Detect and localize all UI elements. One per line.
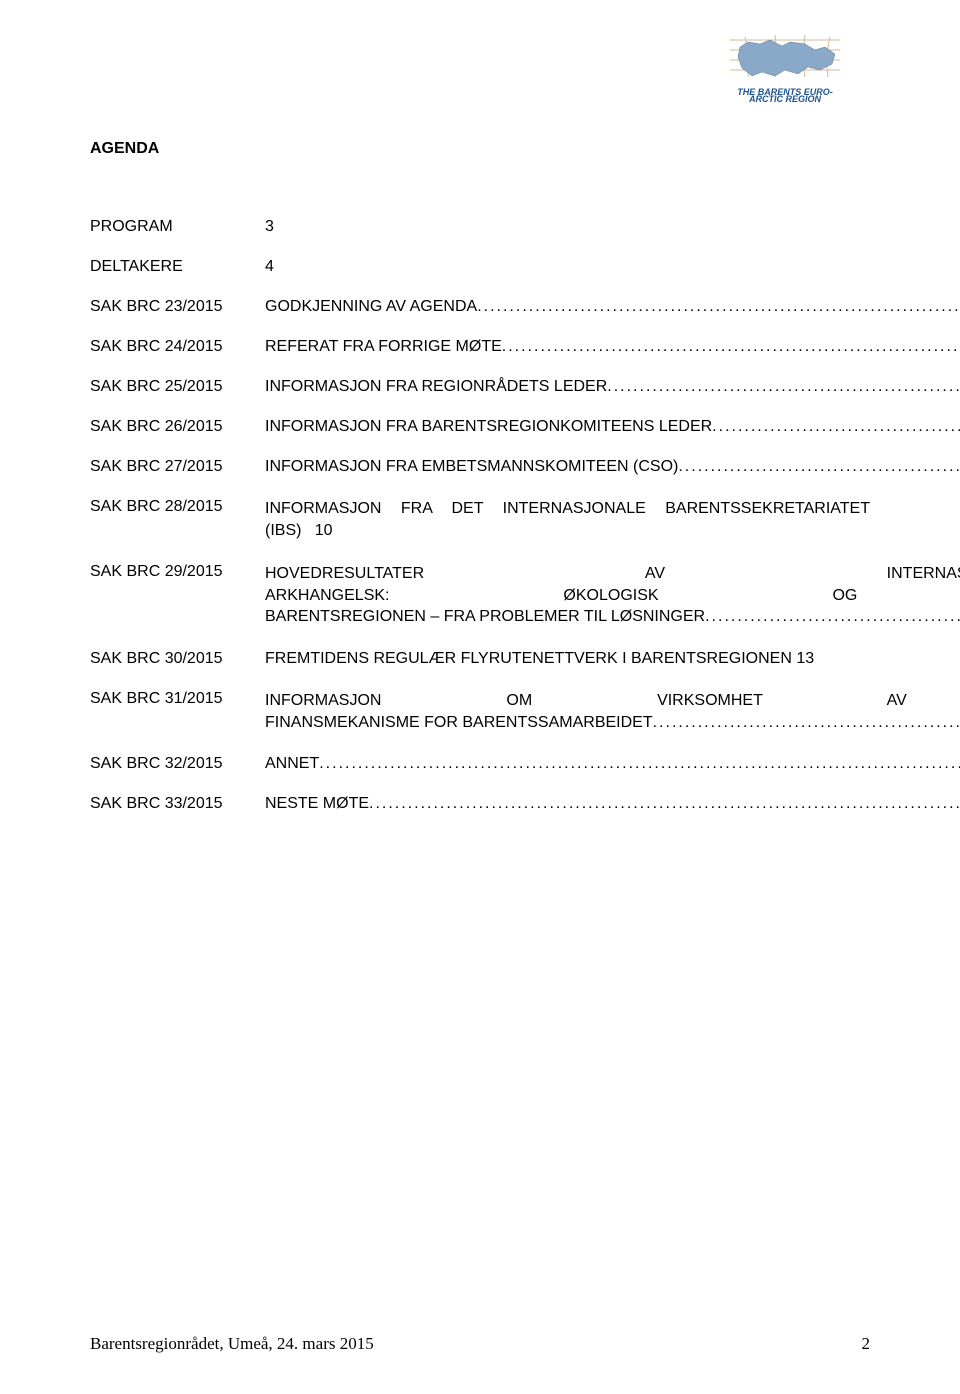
toc-description: REFERAT FRA FORRIGE MØTE6 bbox=[265, 338, 960, 356]
toc-description: FREMTIDENS REGULÆR FLYRUTENETTVERK I BAR… bbox=[265, 650, 870, 668]
toc-title: BARENTSREGIONEN – FRA PROBLEMER TIL LØSN… bbox=[265, 606, 705, 628]
page: THE BARENTS EURO- ARCTIC REGION AGENDA P… bbox=[0, 0, 960, 1394]
table-of-contents: PROGRAM3 DELTAKERE4 SAK BRC 23/2015GODKJEN… bbox=[90, 218, 870, 813]
toc-label: SAK BRC 29/2015 bbox=[90, 563, 265, 581]
toc-title: FINANSMEKANISME FOR BARENTSSAMARBEIDET bbox=[265, 712, 653, 734]
leader-dots bbox=[712, 418, 960, 436]
toc-row: DELTAKERE4 bbox=[90, 258, 870, 276]
toc-label: SAK BRC 24/2015 bbox=[90, 338, 265, 356]
leader-dots bbox=[369, 795, 960, 813]
toc-title: ANNET bbox=[265, 755, 319, 773]
leader-dots bbox=[502, 338, 960, 356]
toc-title: NESTE MØTE bbox=[265, 795, 369, 813]
toc-description: NESTE MØTE15 bbox=[265, 795, 960, 813]
toc-row: SAK BRC 29/2015HOVEDRESULTATER AV INTERN… bbox=[90, 563, 870, 628]
toc-row: SAK BRC 27/2015INFORMASJON FRA EMBETSMAN… bbox=[90, 458, 870, 476]
toc-description: INFORMASJON FRA REGIONRÅDETS LEDER7 bbox=[265, 378, 960, 396]
toc-title: INFORMASJON FRA REGIONRÅDETS LEDER bbox=[265, 378, 607, 396]
agenda-heading: AGENDA bbox=[90, 140, 870, 158]
toc-title: REFERAT FRA FORRIGE MØTE bbox=[265, 338, 502, 356]
toc-label: DELTAKERE bbox=[90, 258, 265, 276]
toc-description: INFORMASJON OM VIRKSOMHET AV SPESIELL AR… bbox=[265, 690, 960, 733]
toc-label: SAK BRC 23/2015 bbox=[90, 298, 265, 316]
toc-description: HOVEDRESULTATER AV INTERNASJONAL KONFERA… bbox=[265, 563, 960, 628]
toc-label: SAK BRC 33/2015 bbox=[90, 795, 265, 813]
footer-left: Barentsregionrådet, Umeå, 24. mars 2015 bbox=[90, 1334, 374, 1354]
leader-dots bbox=[607, 378, 960, 396]
leader-dots bbox=[319, 755, 960, 773]
toc-label: SAK BRC 26/2015 bbox=[90, 418, 265, 436]
toc-label: PROGRAM bbox=[90, 218, 265, 236]
toc-description: GODKJENNING AV AGENDA5 bbox=[265, 298, 960, 316]
toc-description: 4 bbox=[265, 258, 870, 276]
leader-dots bbox=[477, 298, 960, 316]
toc-label: SAK BRC 32/2015 bbox=[90, 755, 265, 773]
toc-body: INFORMASJON FRA DET INTERNASJONALE BAREN… bbox=[265, 498, 870, 541]
leader-dots bbox=[705, 606, 960, 628]
toc-description: ANNET15 bbox=[265, 755, 960, 773]
toc-description: 3 bbox=[265, 218, 870, 236]
toc-row: PROGRAM3 bbox=[90, 218, 870, 236]
toc-label: SAK BRC 25/2015 bbox=[90, 378, 265, 396]
toc-body-line: ARKHANGELSK: ØKOLOGISK OG ØKONOMISK SAMA… bbox=[265, 585, 960, 607]
toc-row: SAK BRC 32/2015ANNET15 bbox=[90, 755, 870, 773]
toc-body-line: FREMTIDENS REGULÆR FLYRUTENETTVERK I BAR… bbox=[265, 650, 870, 668]
toc-row: SAK BRC 31/2015INFORMASJON OM VIRKSOMHET… bbox=[90, 690, 870, 733]
toc-title: GODKJENNING AV AGENDA bbox=[265, 298, 477, 316]
toc-description: INFORMASJON FRA EMBETSMANNSKOMITEEN (CSO… bbox=[265, 458, 960, 476]
toc-row: SAK BRC 24/2015REFERAT FRA FORRIGE MØTE6 bbox=[90, 338, 870, 356]
logo-map-icon bbox=[720, 32, 850, 90]
toc-row: SAK BRC 30/2015FREMTIDENS REGULÆR FLYRUT… bbox=[90, 650, 870, 668]
toc-label: SAK BRC 28/2015 bbox=[90, 498, 265, 516]
toc-label: SAK BRC 27/2015 bbox=[90, 458, 265, 476]
toc-label: SAK BRC 31/2015 bbox=[90, 690, 265, 708]
toc-body-line: INFORMASJON OM VIRKSOMHET AV SPESIELL AR… bbox=[265, 690, 960, 712]
toc-label: SAK BRC 30/2015 bbox=[90, 650, 265, 668]
toc-title: INFORMASJON FRA BARENTSREGIONKOMITEENS L… bbox=[265, 418, 712, 436]
leader-dots bbox=[653, 712, 960, 734]
toc-row: SAK BRC 26/2015INFORMASJON FRA BARENTSRE… bbox=[90, 418, 870, 436]
toc-row: SAK BRC 28/2015INFORMASJON FRA DET INTER… bbox=[90, 498, 870, 541]
logo: THE BARENTS EURO- ARCTIC REGION bbox=[720, 32, 850, 104]
toc-title: INFORMASJON FRA EMBETSMANNSKOMITEEN (CSO… bbox=[265, 458, 678, 476]
footer: Barentsregionrådet, Umeå, 24. mars 2015 … bbox=[90, 1334, 870, 1354]
leader-dots bbox=[678, 458, 960, 476]
toc-description: INFORMASJON FRA DET INTERNASJONALE BAREN… bbox=[265, 498, 870, 541]
toc-row: SAK BRC 33/2015NESTE MØTE15 bbox=[90, 795, 870, 813]
footer-page-number: 2 bbox=[862, 1334, 871, 1354]
toc-row: SAK BRC 23/2015GODKJENNING AV AGENDA5 bbox=[90, 298, 870, 316]
toc-body-line: HOVEDRESULTATER AV INTERNASJONAL KONFERA… bbox=[265, 563, 960, 585]
toc-row: SAK BRC 25/2015INFORMASJON FRA REGIONRÅD… bbox=[90, 378, 870, 396]
toc-description: INFORMASJON FRA BARENTSREGIONKOMITEENS L… bbox=[265, 418, 960, 436]
